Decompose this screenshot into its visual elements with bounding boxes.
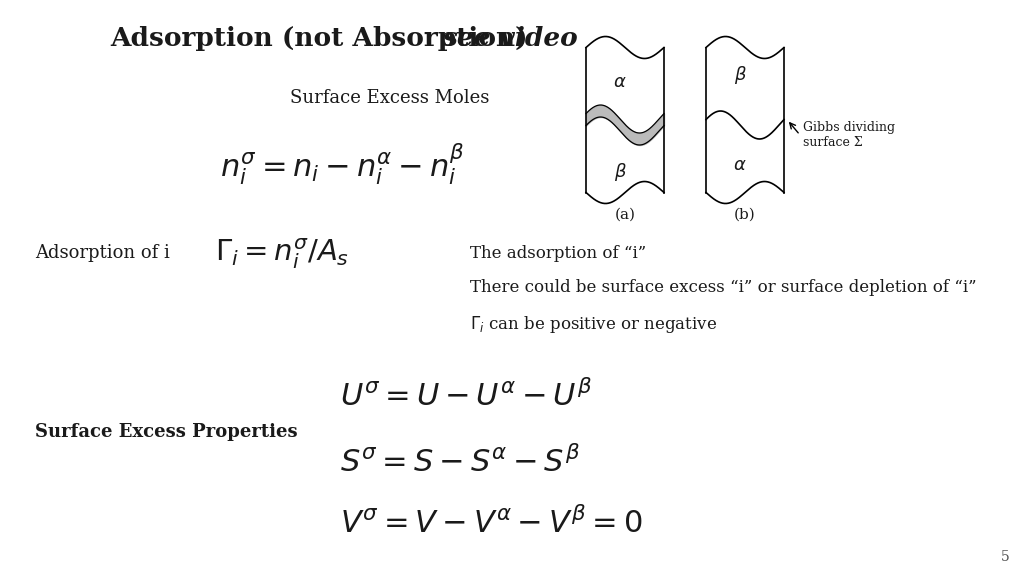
Text: $\beta$: $\beta$ — [613, 161, 627, 183]
Text: $U^{\sigma} =U -U^{\alpha} -U^{\beta}$: $U^{\sigma} =U -U^{\alpha} -U^{\beta}$ — [340, 380, 592, 413]
Text: Adsorption of i: Adsorption of i — [35, 244, 170, 263]
Text: $\alpha$: $\alpha$ — [733, 156, 746, 174]
Text: Surface Excess Properties: Surface Excess Properties — [35, 423, 298, 441]
Text: see video: see video — [442, 26, 578, 51]
Text: $\alpha$: $\alpha$ — [613, 73, 627, 91]
Text: $n_i^{\sigma} = n_i - n_i^{\alpha} - n_i^{\beta}$: $n_i^{\sigma} = n_i - n_i^{\alpha} - n_i… — [220, 141, 465, 187]
Text: Gibbs dividing
surface Σ: Gibbs dividing surface Σ — [803, 121, 895, 149]
Text: Surface Excess Moles: Surface Excess Moles — [290, 89, 489, 107]
Text: $V^{\sigma} =V - V^{\alpha} -V^{\beta} =0$: $V^{\sigma} =V - V^{\alpha} -V^{\beta} =… — [340, 507, 643, 540]
Text: $S^{\sigma} = S - S^{\alpha} - S^{\beta}$: $S^{\sigma} = S - S^{\alpha} - S^{\beta}… — [340, 446, 581, 479]
Text: There could be surface excess “i” or surface depletion of “i”: There could be surface excess “i” or sur… — [470, 279, 977, 297]
Text: $\Gamma_i = n_i^{\sigma}/A_s$: $\Gamma_i = n_i^{\sigma}/A_s$ — [215, 236, 349, 271]
Text: $\beta$: $\beta$ — [733, 64, 746, 86]
Text: The adsorption of “i”: The adsorption of “i” — [470, 245, 646, 262]
Text: 5: 5 — [1001, 550, 1010, 564]
Text: $\Gamma_i$ can be positive or negative: $\Gamma_i$ can be positive or negative — [470, 314, 717, 335]
Text: (a): (a) — [614, 208, 636, 222]
Text: (b): (b) — [734, 208, 756, 222]
Text: Adsorption (not Absorption): Adsorption (not Absorption) — [110, 26, 537, 51]
